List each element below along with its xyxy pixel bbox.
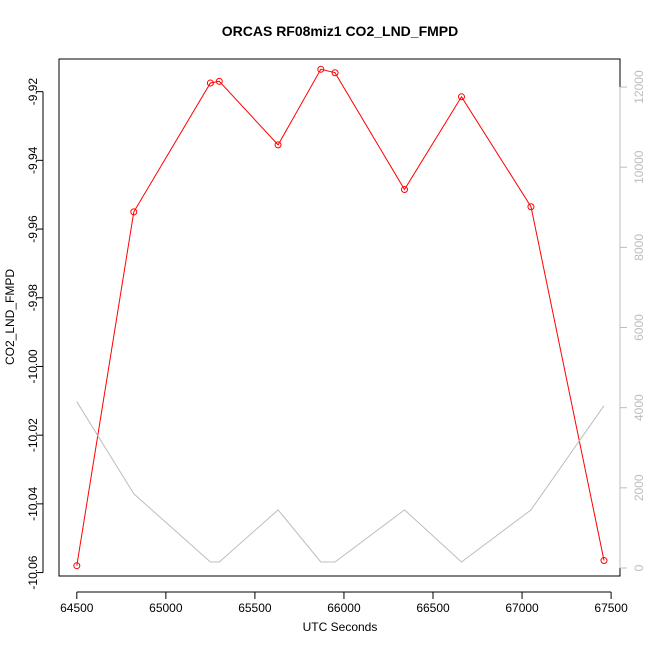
y2-tick-label: 4000 [632,394,646,421]
x-tick-label: 65000 [149,601,183,615]
data-point [206,79,214,87]
data-point [457,93,465,101]
data-point [527,203,535,211]
x-tick-label: 66000 [327,601,361,615]
y2-tick-label: 2000 [632,474,646,501]
y2-tick-label: 10000 [632,150,646,184]
data-point [317,65,325,73]
data-point [215,77,223,85]
y2-axis: 0 2000 4000 6000 8000 10000 12000 [619,70,646,571]
y-tick-label: -10.00 [26,349,40,383]
data-point [600,557,608,565]
data-point [331,69,339,77]
plot-frame [58,58,621,577]
x-axis: 64500 65000 65500 66000 66500 67000 67500 [60,591,628,615]
y-tick-label: -9.92 [26,78,40,106]
data-point [401,186,409,194]
y2-tick-label: 6000 [632,314,646,341]
y-axis-label: CO2_LND_FMPD [3,269,17,365]
data-point [274,141,282,149]
series-layer [73,65,608,570]
data-point [73,562,81,570]
x-tick-label: 67500 [594,601,628,615]
y2-tick-label: 0 [632,564,646,571]
y-tick-label: -9.94 [26,146,40,174]
x-tick-label: 66500 [416,601,450,615]
y-tick-label: -9.98 [26,284,40,312]
data-point [130,208,138,216]
secondary-series-line [76,401,605,563]
y-axis: -10.06 -10.04 -10.02 -10.00 -9.98 -9.96 -9.94 -… [26,78,44,590]
x-tick-label: 64500 [60,601,94,615]
y-tick-label: -10.04 [26,487,40,521]
chart-title: ORCAS RF08miz1 CO2_LND_FMPD [222,23,459,39]
x-tick-label: 65500 [238,601,272,615]
y2-tick-label: 12000 [632,70,646,104]
primary-series-line [76,68,605,566]
x-tick-label: 67000 [505,601,539,615]
x-axis-label: UTC Seconds [303,620,378,634]
y-tick-label: -9.96 [26,215,40,243]
y2-tick-label: 8000 [632,234,646,261]
y-tick-label: -10.06 [26,555,40,589]
y-tick-label: -10.02 [26,418,40,452]
